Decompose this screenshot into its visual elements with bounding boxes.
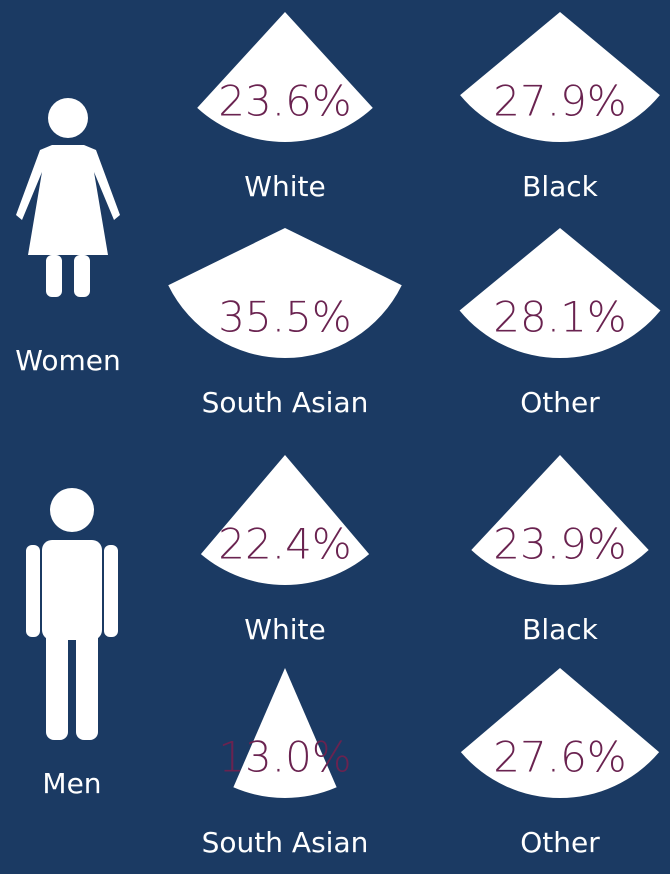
group-label: Men (42, 767, 101, 800)
wedge (459, 228, 661, 358)
wedge (460, 12, 660, 142)
woman-icon (16, 98, 120, 297)
category-label: Black (522, 170, 599, 203)
value-label: 28.1% (493, 293, 626, 342)
wedge (233, 668, 337, 799)
value-label: 27.6% (493, 733, 626, 782)
wedge (197, 12, 373, 142)
value-label: 35.5% (218, 293, 351, 342)
category-label: White (244, 613, 325, 646)
value-label: 27.9% (493, 77, 626, 126)
category-label: White (244, 170, 325, 203)
value-label: 13.0% (218, 733, 351, 782)
category-label: South Asian (202, 826, 369, 859)
category-label: Other (520, 826, 600, 859)
category-label: Black (522, 613, 599, 646)
category-label: Other (520, 386, 600, 419)
man-icon (26, 488, 118, 740)
wedge (460, 668, 660, 798)
category-label: South Asian (202, 386, 369, 419)
group-label: Women (15, 344, 120, 377)
wedge (471, 455, 649, 585)
value-label: 23.6% (218, 77, 351, 126)
wedge (200, 455, 370, 585)
value-label: 23.9% (493, 520, 626, 569)
wedge (168, 228, 402, 358)
value-label: 22.4% (218, 520, 351, 569)
